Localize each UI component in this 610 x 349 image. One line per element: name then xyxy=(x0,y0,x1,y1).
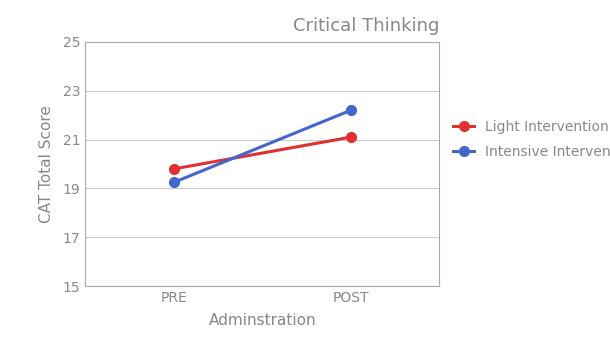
Light Intervention xyxy=(347,135,354,139)
X-axis label: Adminstration: Adminstration xyxy=(209,313,316,328)
Light Intervention xyxy=(170,167,178,171)
Y-axis label: CAT Total Score: CAT Total Score xyxy=(40,105,54,223)
Line: Intensive Intervention: Intensive Intervention xyxy=(169,105,356,187)
Legend: Light Intervention, Intensive Intervention: Light Intervention, Intensive Interventi… xyxy=(453,120,610,159)
Intensive Intervention xyxy=(347,108,354,112)
Line: Light Intervention: Light Intervention xyxy=(169,132,356,174)
Text: Critical Thinking: Critical Thinking xyxy=(293,17,439,35)
Intensive Intervention xyxy=(170,180,178,185)
